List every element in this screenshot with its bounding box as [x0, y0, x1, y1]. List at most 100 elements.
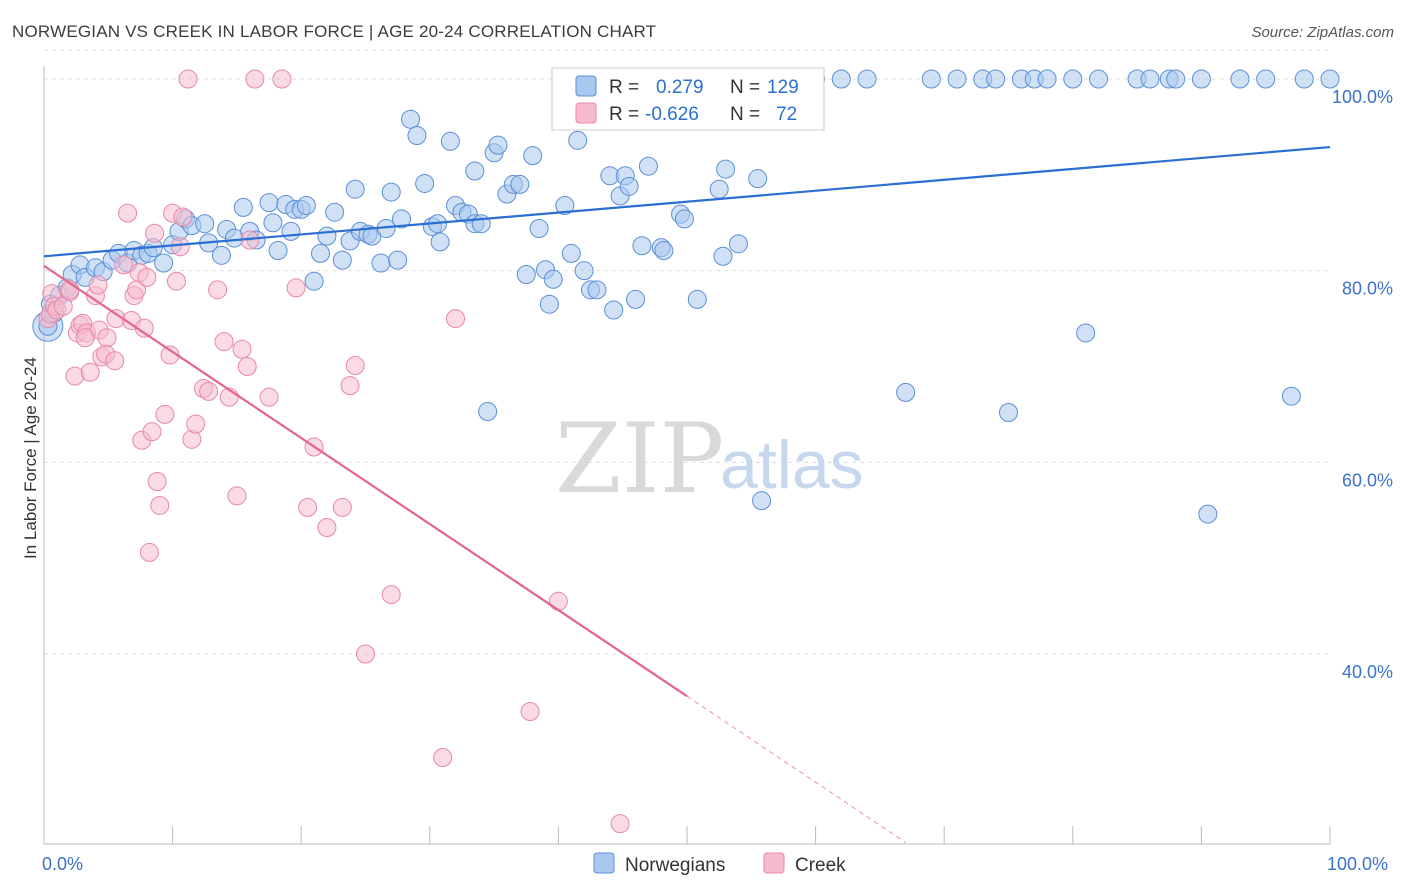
- norwegians-point: [543, 269, 563, 289]
- norwegians-point: [523, 146, 543, 166]
- watermark-zip: ZIP: [555, 403, 724, 515]
- y-tick-label-40: 40.0%: [1342, 662, 1393, 682]
- norwegians-point: [488, 135, 508, 155]
- norwegians-point: [1076, 323, 1096, 343]
- norwegians-point: [259, 193, 279, 213]
- norwegians-point: [332, 250, 352, 270]
- norwegians-point: [539, 294, 559, 314]
- bottom-legend: Norwegians Creek: [593, 852, 846, 876]
- norwegians-point: [268, 241, 288, 261]
- norwegians-point: [310, 243, 330, 263]
- creek-points: [38, 69, 630, 834]
- norwegians-point: [345, 179, 365, 199]
- bottom-legend-swatch-creek: [763, 852, 785, 874]
- norwegians-point: [281, 221, 301, 241]
- creek-point: [232, 339, 252, 359]
- norwegians-point: [1320, 69, 1340, 89]
- creek-point: [345, 356, 365, 376]
- norwegians-point: [1281, 386, 1301, 406]
- norwegians-points: [32, 69, 1340, 524]
- creek-point: [166, 271, 186, 291]
- norwegians-point: [587, 280, 607, 300]
- norwegians-point: [388, 250, 408, 270]
- creek-point: [118, 203, 138, 223]
- norwegians-point: [325, 202, 345, 222]
- legend-swatch-norwegians: [575, 75, 597, 97]
- creek-point: [170, 237, 190, 257]
- norwegians-point: [674, 209, 694, 229]
- creek-point: [610, 814, 630, 834]
- norwegians-point: [263, 213, 283, 233]
- creek-point: [139, 542, 159, 562]
- creek-point: [356, 644, 375, 664]
- norwegians-point: [440, 131, 460, 151]
- norwegians-point: [471, 214, 491, 234]
- creek-point: [548, 591, 568, 611]
- norwegians-point: [296, 196, 316, 215]
- norwegians-point: [478, 402, 498, 422]
- creek-point: [214, 332, 234, 352]
- norwegians-point: [195, 214, 215, 234]
- creek-point: [199, 381, 219, 401]
- norwegians-point: [632, 236, 652, 256]
- norwegians-point: [561, 243, 581, 263]
- creek-point: [227, 486, 247, 506]
- creek-point: [245, 69, 265, 89]
- creek-point: [446, 309, 466, 329]
- creek-point: [272, 69, 292, 89]
- creek-point: [150, 495, 170, 515]
- creek-point: [433, 748, 453, 767]
- norwegians-point: [568, 130, 588, 150]
- bottom-legend-swatch-norwegians: [593, 852, 615, 874]
- legend-r-value-creek: -0.626: [645, 104, 699, 125]
- legend: R = 0.279 N = 129 R = -0.626 N = 72: [551, 67, 825, 131]
- norwegians-point: [752, 491, 772, 511]
- creek-point: [173, 207, 193, 227]
- norwegians-point: [687, 289, 707, 309]
- creek-point: [145, 223, 165, 243]
- norwegians-point: [626, 289, 646, 309]
- norwegians-point: [401, 109, 421, 129]
- creek-trend-extension: [686, 695, 906, 843]
- norwegians-point: [1063, 69, 1083, 89]
- creek-point: [75, 328, 95, 348]
- y-tick-label-100: 100.0%: [1332, 87, 1393, 107]
- bottom-legend-norwegians: Norwegians: [625, 855, 725, 876]
- creek-point: [142, 422, 162, 442]
- creek-point: [259, 387, 279, 407]
- creek-point: [237, 357, 257, 376]
- norwegians-point: [921, 69, 941, 89]
- norwegians-point: [407, 126, 427, 146]
- norwegians-point: [604, 300, 624, 320]
- norwegians-point: [1166, 69, 1186, 89]
- norwegians-point: [896, 382, 916, 402]
- creek-point: [178, 69, 198, 89]
- norwegians-point: [510, 174, 530, 194]
- creek-point: [520, 702, 540, 721]
- creek-point: [105, 351, 125, 371]
- legend-swatch-creek: [575, 102, 597, 124]
- norwegians-point: [831, 69, 851, 89]
- norwegians-point: [555, 196, 575, 215]
- creek-point: [186, 414, 206, 434]
- norwegians-point: [415, 173, 435, 193]
- y-tick-label-60: 60.0%: [1342, 470, 1393, 490]
- norwegians-point: [1089, 69, 1109, 89]
- watermark-atlas: atlas: [720, 427, 864, 503]
- y-tick-labels: 40.0% 60.0% 80.0% 100.0%: [1332, 87, 1393, 682]
- norwegians-point: [713, 246, 733, 266]
- norwegians-point: [654, 241, 674, 261]
- legend-n-value-creek: 72: [776, 104, 797, 125]
- norwegians-point: [1191, 69, 1211, 89]
- creek-point: [298, 497, 318, 517]
- norwegians-point: [1198, 504, 1218, 524]
- norwegians-point: [465, 161, 485, 181]
- norwegians-point: [638, 156, 658, 176]
- norwegians-point: [1037, 69, 1057, 89]
- norwegians-point: [999, 403, 1018, 422]
- norwegians-point: [857, 69, 877, 89]
- creek-trend-line: [43, 264, 688, 698]
- norwegians-point: [304, 271, 324, 291]
- creek-point: [317, 518, 337, 537]
